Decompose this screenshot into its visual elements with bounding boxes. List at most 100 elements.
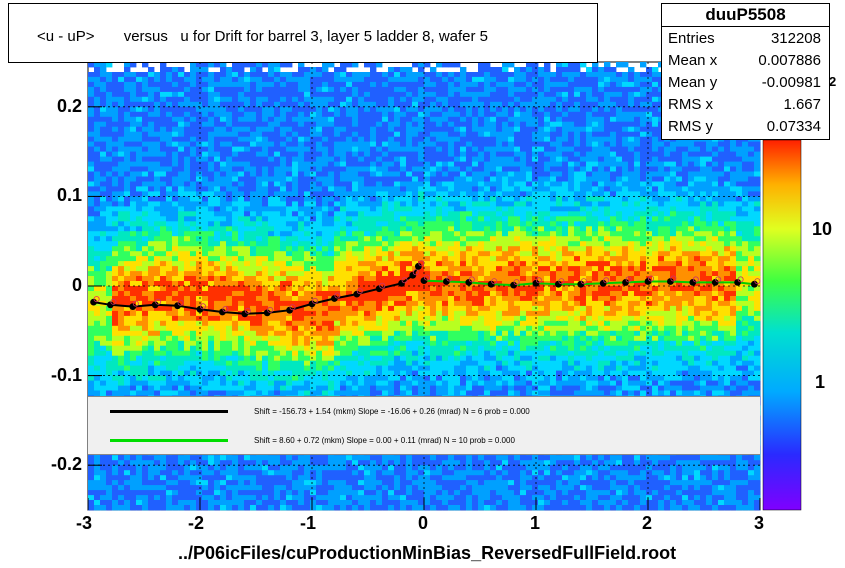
data-point — [174, 302, 182, 310]
profile-markers — [90, 260, 761, 318]
stats-row-mean-y: Mean y -0.00981 — [662, 71, 829, 93]
data-point — [398, 279, 405, 287]
data-point-open — [692, 276, 699, 283]
data-point-open — [132, 300, 139, 307]
y-tick-label: 0.1 — [56, 185, 82, 206]
data-point — [415, 262, 422, 270]
palette-exponent: 2 — [829, 74, 837, 89]
data-point — [667, 278, 674, 285]
legend-text-green: Shift = 8.60 + 0.72 (mkm) Slope = 0.00 +… — [254, 436, 515, 445]
stats-row-entries: Entries 312208 — [662, 27, 829, 49]
data-point-open — [603, 277, 610, 284]
data-point-open — [715, 276, 722, 283]
title-box: <u - uP> versus u for Drift for barrel 3… — [8, 3, 598, 63]
data-point-open — [625, 276, 632, 283]
data-point-open — [110, 298, 117, 305]
data-point-open — [222, 305, 229, 312]
data-point-open — [379, 282, 386, 289]
stats-row-mean-x: Mean x 0.007886 — [662, 49, 829, 71]
data-point-open — [93, 296, 100, 303]
data-point-open — [177, 299, 184, 306]
data-point — [375, 285, 383, 293]
data-point-open — [754, 278, 761, 285]
legend-line-black — [110, 410, 228, 413]
data-point — [510, 281, 517, 289]
data-point-open — [289, 304, 296, 311]
data-point — [622, 279, 629, 286]
data-point — [555, 280, 562, 288]
x-tick-label: 3 — [754, 513, 765, 533]
x-tick-label: 2 — [642, 513, 653, 533]
legend-text-black: Shift = -156.73 + 1.54 (mkm) Slope = -16… — [254, 407, 530, 416]
data-point-open — [244, 307, 251, 314]
y-tick-label: -0.2 — [50, 454, 82, 475]
data-point — [196, 305, 204, 313]
data-point-open — [311, 297, 318, 304]
data-point-open — [648, 275, 655, 282]
axis-ticks — [87, 106, 761, 510]
data-point — [644, 278, 652, 285]
stats-label: RMS y — [668, 118, 713, 135]
data-point-open — [536, 277, 543, 284]
data-point-open — [155, 298, 162, 305]
data-point-open — [580, 278, 587, 285]
data-point — [219, 308, 226, 316]
data-point — [532, 279, 540, 287]
stats-row-rms-y: RMS y 0.07334 — [662, 115, 829, 137]
stats-value: -0.00981 — [761, 74, 821, 91]
data-point-open — [558, 278, 565, 285]
x-tick-label: 1 — [530, 513, 541, 533]
data-point — [241, 310, 249, 318]
stats-label: Mean x — [668, 52, 718, 69]
chart-title: <u - uP> versus u for Drift for barrel 3… — [37, 28, 489, 45]
data-point-open — [401, 277, 408, 284]
data-point — [465, 279, 473, 286]
stats-value: 0.07334 — [766, 118, 821, 135]
x-tick-label: 0 — [418, 513, 429, 533]
x-tick-label: -3 — [76, 513, 93, 533]
fit-legend: Shift = -156.73 + 1.54 (mkm) Slope = -16… — [88, 396, 760, 455]
data-point — [689, 279, 697, 286]
data-point-open — [418, 260, 425, 267]
series-line — [423, 279, 755, 287]
data-point — [487, 280, 495, 288]
y-tick-label: 0.2 — [56, 95, 82, 116]
data-point-open — [446, 275, 453, 282]
data-point-open — [423, 274, 430, 281]
data-point — [577, 280, 585, 288]
data-point-open — [267, 306, 274, 313]
data-point — [90, 298, 97, 306]
stats-box: duuP5508 Entries 312208 Mean x 0.007886 … — [661, 3, 830, 140]
data-point-open — [513, 279, 520, 286]
data-point — [443, 278, 450, 285]
data-point — [107, 301, 114, 309]
y-tick-label: 0 — [71, 275, 82, 295]
data-point — [353, 290, 361, 298]
data-point — [420, 277, 428, 284]
grid-lines — [88, 62, 760, 510]
data-point-open — [737, 276, 744, 283]
data-point — [331, 295, 338, 302]
data-point — [151, 301, 159, 309]
stats-row-rms-x: RMS x 1.667 — [662, 93, 829, 115]
y-tick-label: -0.1 — [50, 364, 82, 385]
data-point — [599, 279, 607, 287]
data-point — [286, 306, 293, 314]
data-point — [308, 300, 316, 308]
data-point-open — [412, 269, 419, 276]
data-point — [129, 303, 137, 310]
stats-value: 1.667 — [783, 96, 821, 113]
stats-label: Mean y — [668, 74, 718, 91]
x-tick-label: -2 — [188, 513, 205, 533]
stats-value: 312208 — [770, 30, 821, 47]
color-palette-bar — [762, 139, 802, 511]
legend-line-green — [110, 439, 228, 442]
palette-tick-label: 1 — [815, 372, 826, 392]
x-tick-label: -1 — [300, 513, 317, 533]
data-point — [734, 279, 741, 286]
stats-title: duuP5508 — [662, 4, 829, 27]
stats-label: Entries — [668, 30, 715, 47]
data-point — [409, 271, 417, 279]
data-point-open — [356, 288, 363, 295]
x-axis-title: ../P06icFiles/cuProductionMinBias_Revers… — [178, 543, 677, 563]
